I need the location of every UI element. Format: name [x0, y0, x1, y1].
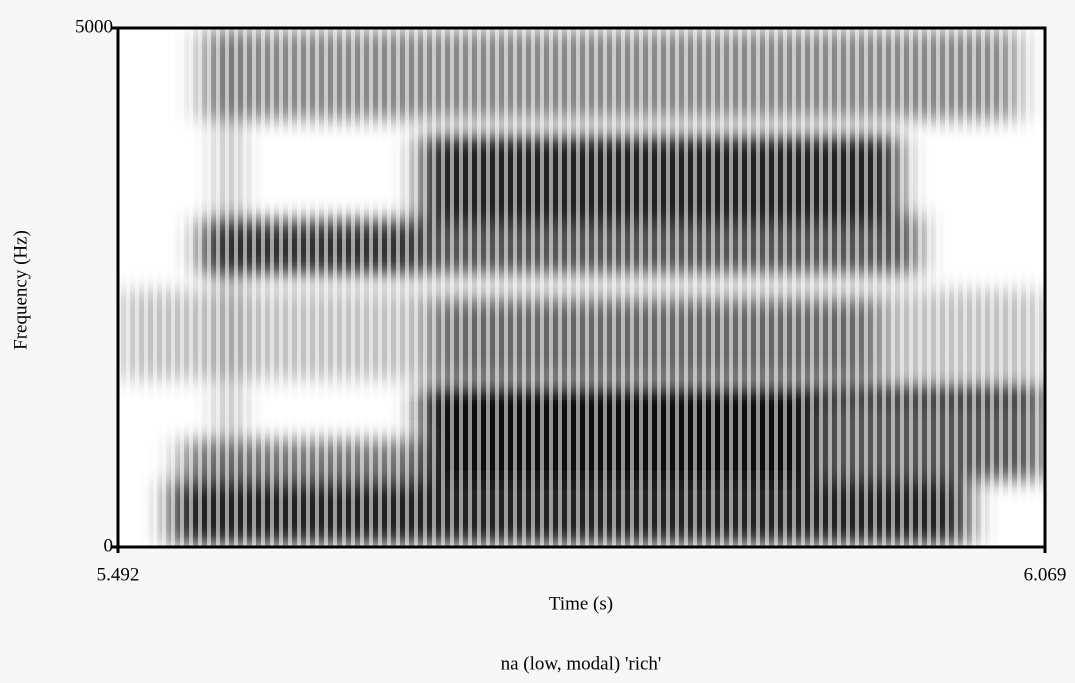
spectrogram-image [118, 28, 1045, 547]
x-axis-label: Time (s) [549, 593, 613, 614]
y-tick-label: 0 [104, 535, 114, 556]
y-axis-label: Frequency (Hz) [10, 230, 31, 350]
chart-caption: na (low, modal) 'rich' [501, 653, 662, 674]
y-tick-label: 5000 [75, 16, 113, 37]
x-tick-label: 5.492 [97, 564, 140, 585]
chart: Time (s) Frequency (Hz) na (low, modal) … [0, 0, 1075, 683]
x-tick-label: 6.069 [1024, 564, 1067, 585]
